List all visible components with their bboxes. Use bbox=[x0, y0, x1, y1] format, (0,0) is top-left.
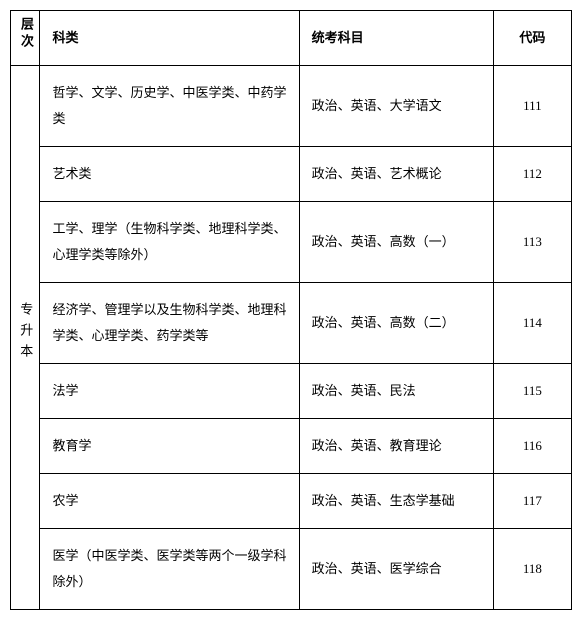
cell-code: 114 bbox=[493, 283, 571, 364]
cell-subjects: 政治、英语、高数（二） bbox=[299, 283, 493, 364]
level-label: 专升本 bbox=[12, 302, 38, 365]
cell-code: 113 bbox=[493, 202, 571, 283]
cell-category: 艺术类 bbox=[40, 147, 299, 202]
cell-category: 农学 bbox=[40, 474, 299, 529]
header-row: 层次 科类 统考科目 代码 bbox=[11, 11, 572, 66]
cell-category: 工学、理学（生物科学类、地理科学类、心理学类等除外） bbox=[40, 202, 299, 283]
cell-category: 医学（中医学类、医学类等两个一级学科除外） bbox=[40, 529, 299, 610]
cell-code: 118 bbox=[493, 529, 571, 610]
table-row: 农学 政治、英语、生态学基础 117 bbox=[11, 474, 572, 529]
table-row: 医学（中医学类、医学类等两个一级学科除外） 政治、英语、医学综合 118 bbox=[11, 529, 572, 610]
cell-subjects: 政治、英语、民法 bbox=[299, 364, 493, 419]
cell-code: 111 bbox=[493, 66, 571, 147]
cell-code: 117 bbox=[493, 474, 571, 529]
header-code: 代码 bbox=[493, 11, 571, 66]
cell-category: 法学 bbox=[40, 364, 299, 419]
cell-subjects: 政治、英语、艺术概论 bbox=[299, 147, 493, 202]
subject-table: 层次 科类 统考科目 代码 专升本 哲学、文学、历史学、中医学类、中药学类 政治… bbox=[10, 10, 572, 610]
header-subjects: 统考科目 bbox=[299, 11, 493, 66]
table-row: 教育学 政治、英语、教育理论 116 bbox=[11, 419, 572, 474]
cell-category: 经济学、管理学以及生物科学类、地理科学类、心理学类、药学类等 bbox=[40, 283, 299, 364]
cell-subjects: 政治、英语、大学语文 bbox=[299, 66, 493, 147]
cell-code: 112 bbox=[493, 147, 571, 202]
table-row: 工学、理学（生物科学类、地理科学类、心理学类等除外） 政治、英语、高数（一） 1… bbox=[11, 202, 572, 283]
cell-subjects: 政治、英语、医学综合 bbox=[299, 529, 493, 610]
table-row: 经济学、管理学以及生物科学类、地理科学类、心理学类、药学类等 政治、英语、高数（… bbox=[11, 283, 572, 364]
cell-subjects: 政治、英语、教育理论 bbox=[299, 419, 493, 474]
cell-category: 哲学、文学、历史学、中医学类、中药学类 bbox=[40, 66, 299, 147]
header-level-text: 层次 bbox=[13, 17, 39, 51]
cell-code: 116 bbox=[493, 419, 571, 474]
level-cell: 专升本 bbox=[11, 66, 40, 610]
cell-category: 教育学 bbox=[40, 419, 299, 474]
cell-code: 115 bbox=[493, 364, 571, 419]
table-row: 专升本 哲学、文学、历史学、中医学类、中药学类 政治、英语、大学语文 111 bbox=[11, 66, 572, 147]
header-level: 层次 bbox=[11, 11, 40, 66]
table-row: 艺术类 政治、英语、艺术概论 112 bbox=[11, 147, 572, 202]
cell-subjects: 政治、英语、生态学基础 bbox=[299, 474, 493, 529]
table-row: 法学 政治、英语、民法 115 bbox=[11, 364, 572, 419]
cell-subjects: 政治、英语、高数（一） bbox=[299, 202, 493, 283]
header-category: 科类 bbox=[40, 11, 299, 66]
